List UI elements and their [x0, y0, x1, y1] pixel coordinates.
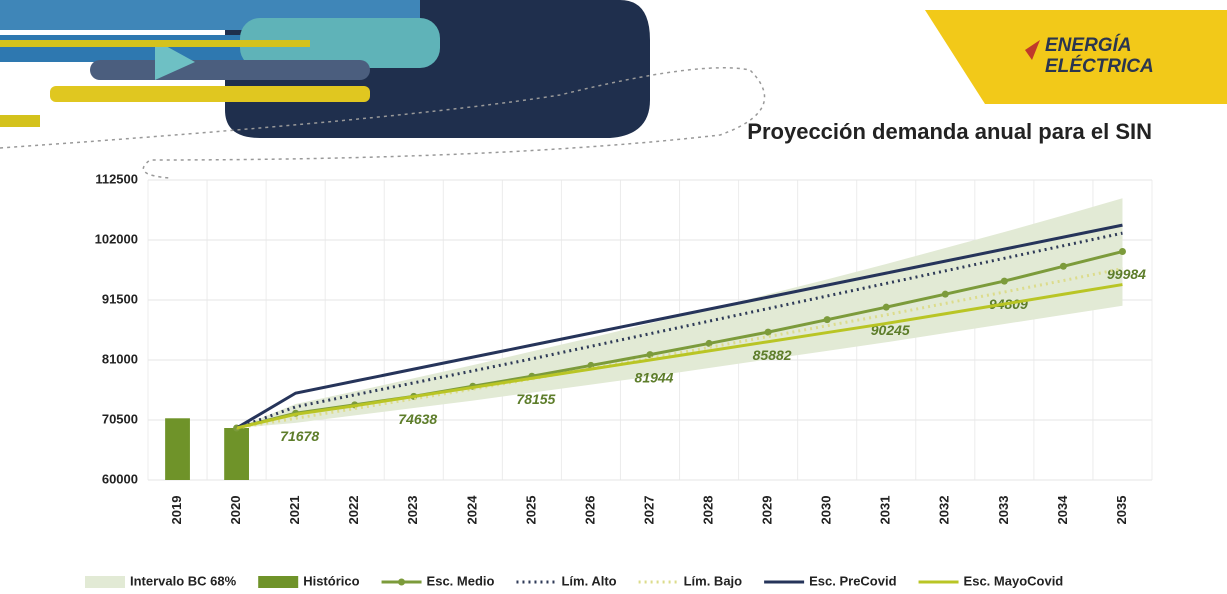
x-tick-label: 2027	[641, 496, 656, 525]
x-tick-label: 2024	[464, 495, 479, 525]
x-tick-label: 2034	[1055, 495, 1070, 525]
marker	[824, 316, 831, 323]
x-tick-label: 2028	[700, 496, 715, 525]
bar	[224, 428, 249, 480]
marker	[1119, 248, 1126, 255]
x-tick-label: 2019	[169, 496, 184, 525]
value-label: 81944	[635, 369, 674, 385]
legend-swatch	[85, 576, 125, 588]
x-tick-label: 2035	[1114, 496, 1129, 525]
x-tick-label: 2025	[523, 496, 538, 525]
x-tick-label: 2029	[760, 496, 775, 525]
legend-label: Histórico	[303, 573, 359, 588]
y-tick-label: 112500	[95, 171, 138, 186]
x-tick-label: 2032	[937, 496, 952, 525]
brand-line2: ELÉCTRICA	[1045, 55, 1154, 77]
legend-label: Esc. PreCovid	[809, 573, 896, 588]
legend-label: Intervalo BC 68%	[130, 573, 237, 588]
brand-line1: ENERGÍA	[1045, 34, 1132, 56]
marker	[1060, 263, 1067, 270]
chart-title: Proyección demanda anual para el SIN	[747, 119, 1152, 144]
x-tick-label: 2020	[228, 496, 243, 525]
legend-label: Esc. MayoCovid	[964, 573, 1064, 588]
marker	[942, 291, 949, 298]
legend-label: Lím. Alto	[561, 573, 616, 588]
value-label: 85882	[753, 347, 792, 363]
x-tick-label: 2026	[582, 496, 597, 525]
legend-label: Lím. Bajo	[684, 573, 743, 588]
value-label: 71678	[280, 428, 319, 444]
x-tick-label: 2031	[878, 496, 893, 525]
legend-swatch	[258, 576, 298, 588]
y-tick-label: 60000	[102, 471, 138, 486]
y-tick-label: 70500	[102, 411, 138, 426]
x-tick-label: 2030	[819, 496, 834, 525]
marker	[765, 329, 772, 336]
legend-marker	[398, 579, 405, 586]
legend-label: Esc. Medio	[427, 573, 495, 588]
y-tick-label: 81000	[102, 351, 138, 366]
value-label: 99984	[1107, 266, 1146, 282]
bar	[165, 418, 190, 480]
x-tick-label: 2023	[405, 496, 420, 525]
chart: ENERGÍA ELÉCTRICA Proyección demanda anu…	[0, 0, 1227, 594]
x-tick-label: 2021	[287, 496, 302, 525]
value-label: 74638	[398, 411, 437, 427]
value-label: 78155	[516, 391, 555, 407]
y-tick-label: 91500	[102, 291, 138, 306]
x-tick-label: 2033	[996, 496, 1011, 525]
x-tick-label: 2022	[346, 496, 361, 525]
y-tick-label: 102000	[95, 231, 138, 246]
header-decoration: ENERGÍA ELÉCTRICA	[0, 0, 1227, 178]
marker	[883, 304, 890, 311]
marker	[1001, 278, 1008, 285]
